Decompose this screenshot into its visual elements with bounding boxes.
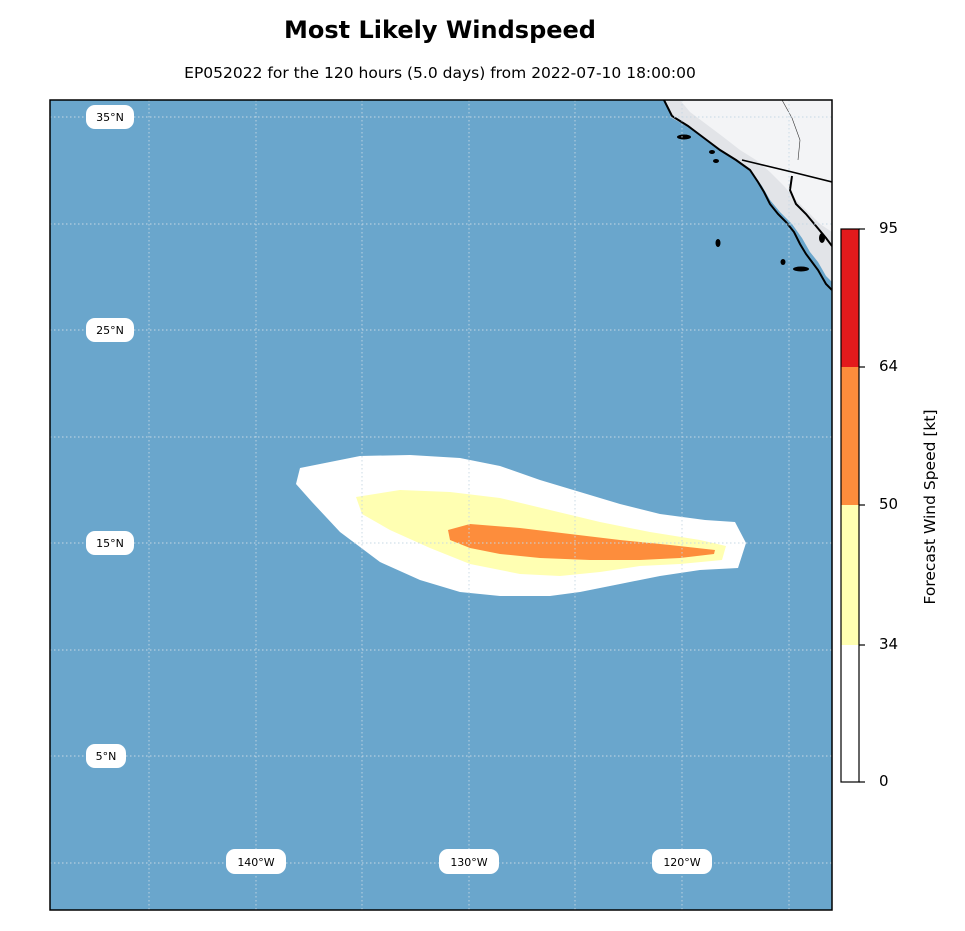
gridlines [50,100,832,910]
island [715,239,721,247]
lat-label: 15°N [86,531,134,555]
svg-text:120°W: 120°W [663,856,700,869]
wind-swath-50-64 [448,524,715,560]
chart-title: Most Likely Windspeed [284,16,596,44]
svg-text:15°N: 15°N [96,537,124,550]
svg-text:5°N: 5°N [96,750,117,763]
land-mexico-interior [680,100,832,232]
lat-label: 5°N [86,744,126,768]
island [677,134,691,140]
svg-text:130°W: 130°W [450,856,487,869]
colorbar-band-0-34 [841,645,859,782]
island [709,150,715,154]
svg-text:25°N: 25°N [96,324,124,337]
lon-label: 130°W [439,849,499,874]
lat-label: 25°N [86,318,134,342]
colorbar-title: Forecast Wind Speed [kt] [921,409,939,605]
colorbar-tick-label: 34 [879,635,899,653]
island [793,266,809,272]
island [780,259,786,265]
chart-subtitle: EP052022 for the 120 hours (5.0 days) fr… [184,64,696,82]
colorbar-tick-label: 64 [879,357,899,375]
border-line [741,159,832,183]
colorbar-tick-label: 95 [879,219,899,237]
svg-text:140°W: 140°W [237,856,274,869]
colorbar-tick-label: 0 [879,772,889,790]
colorbar-band-64-95 [841,229,859,367]
map-frame [49,99,833,911]
coastline [663,100,832,291]
svg-text:35°N: 35°N [96,111,124,124]
island [819,233,825,243]
colorbar-band-50-64 [841,367,859,505]
island [713,159,719,163]
colorbar [840,228,865,783]
lon-label: 120°W [652,849,712,874]
lon-label: 140°W [226,849,286,874]
state-line [781,100,801,161]
colorbar-tick-label: 50 [879,495,899,513]
map-area: 35°N 25°N 15°N 5°N 140°W 130°W 120°W [50,100,832,910]
gulf-coastline [788,175,832,247]
lat-label: 35°N [86,105,134,129]
colorbar-band-34-50 [841,505,859,645]
